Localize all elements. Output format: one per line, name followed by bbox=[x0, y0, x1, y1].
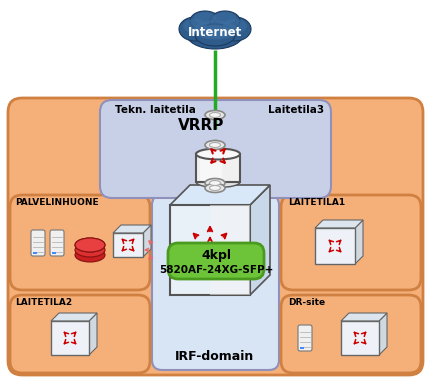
Polygon shape bbox=[354, 220, 362, 264]
Ellipse shape bbox=[193, 20, 236, 39]
Ellipse shape bbox=[222, 19, 246, 33]
FancyBboxPatch shape bbox=[168, 243, 264, 279]
Polygon shape bbox=[51, 313, 97, 321]
Text: DR-site: DR-site bbox=[287, 298, 324, 307]
Bar bbox=[52, 252, 56, 254]
Ellipse shape bbox=[209, 185, 220, 190]
Polygon shape bbox=[378, 313, 386, 355]
Ellipse shape bbox=[205, 178, 224, 188]
Ellipse shape bbox=[209, 11, 240, 31]
Ellipse shape bbox=[213, 12, 236, 24]
Ellipse shape bbox=[190, 11, 219, 31]
Polygon shape bbox=[209, 205, 249, 295]
Text: Tekn. laitetila: Tekn. laitetila bbox=[115, 105, 195, 115]
Text: 4kpl: 4kpl bbox=[200, 249, 230, 262]
Text: VRRP: VRRP bbox=[178, 118, 224, 133]
Text: LAITETILA1: LAITETILA1 bbox=[287, 198, 344, 207]
Text: PALVELINHUONE: PALVELINHUONE bbox=[15, 198, 98, 207]
Bar bbox=[33, 252, 37, 254]
FancyBboxPatch shape bbox=[280, 295, 420, 373]
Text: LAITETILA2: LAITETILA2 bbox=[15, 298, 72, 307]
Ellipse shape bbox=[186, 17, 243, 49]
FancyBboxPatch shape bbox=[113, 233, 143, 257]
Ellipse shape bbox=[209, 113, 220, 118]
Polygon shape bbox=[169, 185, 269, 205]
FancyBboxPatch shape bbox=[8, 98, 422, 375]
Ellipse shape bbox=[200, 25, 230, 39]
Polygon shape bbox=[89, 313, 97, 355]
FancyBboxPatch shape bbox=[51, 321, 89, 355]
Polygon shape bbox=[314, 220, 362, 228]
Polygon shape bbox=[340, 313, 386, 321]
FancyBboxPatch shape bbox=[200, 156, 221, 180]
Ellipse shape bbox=[205, 141, 224, 149]
Ellipse shape bbox=[209, 142, 220, 147]
Ellipse shape bbox=[196, 149, 240, 159]
FancyBboxPatch shape bbox=[297, 325, 311, 351]
Ellipse shape bbox=[218, 17, 250, 41]
FancyBboxPatch shape bbox=[280, 195, 420, 290]
Ellipse shape bbox=[205, 111, 224, 119]
Text: Internet: Internet bbox=[187, 26, 242, 39]
Ellipse shape bbox=[75, 238, 105, 252]
Text: 5820AF-24XG-SFP+: 5820AF-24XG-SFP+ bbox=[158, 265, 273, 275]
FancyBboxPatch shape bbox=[31, 230, 45, 256]
FancyBboxPatch shape bbox=[152, 195, 278, 370]
Bar bbox=[299, 347, 303, 349]
Polygon shape bbox=[113, 225, 150, 233]
Polygon shape bbox=[249, 185, 269, 295]
FancyBboxPatch shape bbox=[50, 230, 64, 256]
FancyBboxPatch shape bbox=[10, 195, 150, 290]
Ellipse shape bbox=[75, 248, 105, 262]
Polygon shape bbox=[143, 225, 150, 257]
FancyBboxPatch shape bbox=[10, 295, 150, 373]
Ellipse shape bbox=[196, 177, 240, 188]
Ellipse shape bbox=[194, 24, 234, 46]
Text: IRF-domain: IRF-domain bbox=[175, 350, 254, 363]
Ellipse shape bbox=[75, 243, 105, 257]
FancyBboxPatch shape bbox=[196, 154, 240, 182]
Ellipse shape bbox=[183, 19, 206, 33]
FancyBboxPatch shape bbox=[100, 100, 330, 198]
Ellipse shape bbox=[75, 238, 105, 252]
FancyBboxPatch shape bbox=[314, 228, 354, 264]
Text: Laitetila3: Laitetila3 bbox=[267, 105, 323, 115]
FancyBboxPatch shape bbox=[169, 205, 249, 295]
Ellipse shape bbox=[178, 17, 211, 41]
FancyBboxPatch shape bbox=[340, 321, 378, 355]
Ellipse shape bbox=[205, 183, 224, 193]
Ellipse shape bbox=[209, 180, 220, 185]
Ellipse shape bbox=[194, 12, 216, 24]
